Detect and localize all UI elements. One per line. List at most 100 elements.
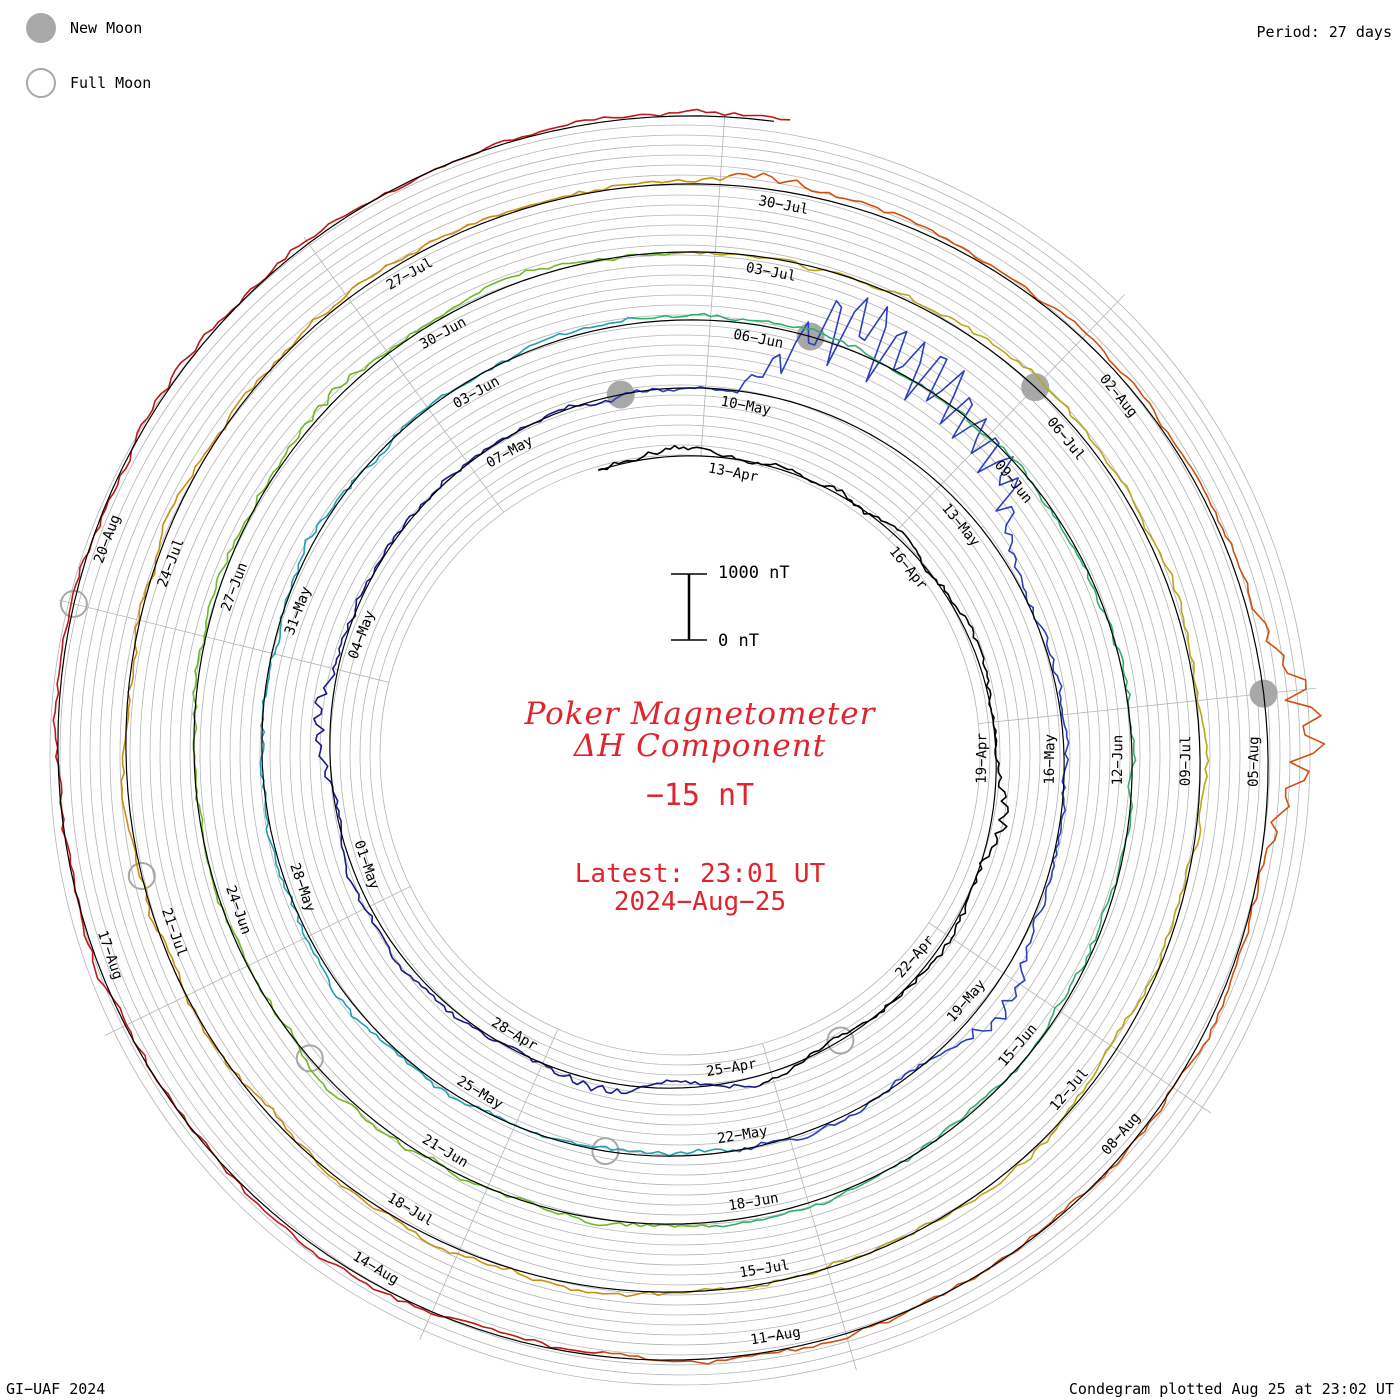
grid-ring bbox=[179, 254, 1181, 1256]
grid-circles bbox=[49, 124, 1311, 1386]
grid-ring bbox=[199, 274, 1161, 1236]
grid-ring bbox=[219, 294, 1141, 1216]
scale-bottom-label: 0 nT bbox=[718, 631, 759, 651]
grid-ring bbox=[379, 454, 981, 1056]
credit-label: GI−UAF 2024 bbox=[6, 1380, 106, 1398]
date-label: 06−Jun bbox=[732, 327, 785, 352]
trace-segment bbox=[120, 175, 730, 1298]
baseline-cycle bbox=[57, 143, 1269, 1361]
legend-full-moon: Full Moon bbox=[26, 67, 151, 99]
date-label: 05−Aug bbox=[1246, 736, 1263, 787]
period-label: Period: 27 days bbox=[1256, 23, 1392, 41]
date-label: 09−Jul bbox=[1178, 736, 1195, 787]
date-label: 16−May bbox=[1042, 734, 1059, 785]
baseline-cycle bbox=[504, 115, 775, 145]
grid-ring bbox=[139, 214, 1221, 1296]
grid-spokes bbox=[58, 116, 1317, 1371]
grid-ring bbox=[289, 364, 1071, 1146]
date-label: 03−Jun bbox=[450, 373, 502, 412]
grid-ring bbox=[79, 154, 1281, 1356]
full-moon-marker bbox=[127, 861, 156, 890]
date-label: 12−Jul bbox=[1047, 1065, 1092, 1114]
date-label: 25−Apr bbox=[705, 1056, 757, 1080]
grid-ring bbox=[189, 264, 1171, 1246]
grid-ring bbox=[119, 194, 1241, 1316]
grid-ring bbox=[339, 414, 1021, 1096]
latest-timestamp: Latest: 23:01 UT 2024−Aug−25 bbox=[400, 860, 1000, 916]
trace-segment bbox=[665, 251, 1210, 1295]
grid-spoke bbox=[58, 599, 390, 683]
baseline-cycle bbox=[125, 208, 1201, 1293]
trace-segment bbox=[603, 172, 1326, 1365]
trace-segment bbox=[313, 399, 760, 1095]
date-label: 18−Jun bbox=[727, 1190, 779, 1214]
grid-ring bbox=[249, 324, 1111, 1186]
date-label: 11−Aug bbox=[749, 1324, 801, 1348]
baselines bbox=[57, 115, 1269, 1361]
full-moon-marker bbox=[591, 1137, 620, 1166]
date-label: 30−Jun bbox=[417, 314, 469, 353]
plotted-label: Condegram plotted Aug 25 at 23:02 UT bbox=[1068, 1380, 1394, 1398]
grid-ring bbox=[259, 334, 1101, 1176]
grid-ring bbox=[129, 204, 1231, 1306]
date-label: 24−Jun bbox=[222, 884, 254, 937]
grid-spoke bbox=[700, 116, 726, 456]
date-label: 22−Apr bbox=[892, 932, 937, 981]
grid-spoke bbox=[303, 236, 504, 513]
new-moon-icon bbox=[26, 13, 56, 43]
date-label: 04−May bbox=[346, 608, 379, 661]
grid-ring bbox=[59, 134, 1301, 1376]
legend-full-moon-label: Full Moon bbox=[70, 74, 152, 92]
grid-ring bbox=[269, 344, 1091, 1166]
full-moon-marker bbox=[826, 1026, 855, 1055]
date-label: 15−Jun bbox=[996, 1021, 1041, 1070]
trace-segment bbox=[597, 444, 1009, 1087]
title-line-1: Poker Magnetometer bbox=[524, 696, 876, 732]
date-label: 20−Aug bbox=[91, 513, 124, 566]
full-moon-icon bbox=[26, 68, 56, 98]
grid-ring bbox=[229, 304, 1131, 1206]
grid-ring bbox=[309, 384, 1051, 1126]
grid-ring bbox=[349, 424, 1011, 1086]
date-label: 10−May bbox=[719, 394, 772, 419]
legend-new-moon: New Moon bbox=[26, 12, 142, 44]
chart-title: Poker Magnetometer ΔH Component bbox=[400, 698, 1000, 762]
grid-ring bbox=[299, 374, 1061, 1136]
grid-ring bbox=[169, 244, 1191, 1266]
grid-spoke bbox=[928, 922, 1211, 1114]
latest-date: 2024−Aug−25 bbox=[613, 887, 787, 917]
grid-spoke bbox=[419, 1028, 559, 1340]
trace-segment bbox=[192, 252, 710, 1228]
title-line-2: ΔH Component bbox=[573, 728, 827, 764]
date-label: 12−Jun bbox=[1110, 735, 1127, 786]
date-label: 03−Jul bbox=[745, 260, 798, 285]
date-label: 19−Apr bbox=[974, 733, 991, 784]
scale-top-label: 1000 nT bbox=[718, 563, 790, 583]
date-label: 01−May bbox=[350, 838, 382, 891]
scale-bar bbox=[671, 573, 707, 641]
date-label: 17−Aug bbox=[94, 929, 126, 982]
grid-ring bbox=[149, 224, 1211, 1286]
date-label: 14−Aug bbox=[350, 1249, 402, 1289]
grid-ring bbox=[89, 164, 1271, 1346]
date-label: 07−May bbox=[484, 433, 536, 472]
current-value: −15 nT bbox=[645, 778, 755, 813]
full-moon-marker bbox=[295, 1044, 324, 1073]
grid-ring bbox=[239, 314, 1121, 1196]
grid-spoke bbox=[888, 294, 1125, 540]
grid-ring bbox=[69, 144, 1291, 1366]
baseline-cycle bbox=[193, 273, 1133, 1225]
date-label: 30−Jul bbox=[757, 193, 810, 218]
grid-ring bbox=[279, 354, 1081, 1156]
legend-new-moon-label: New Moon bbox=[70, 19, 143, 37]
baseline-cycle bbox=[329, 404, 997, 1089]
grid-ring bbox=[369, 444, 991, 1066]
grid-ring bbox=[109, 184, 1251, 1326]
latest-time: Latest: 23:01 UT bbox=[574, 859, 826, 889]
grid-ring bbox=[359, 434, 1001, 1076]
date-label: 02−Aug bbox=[1096, 371, 1140, 420]
baseline-cycle bbox=[261, 339, 1065, 1157]
date-label: 31−May bbox=[282, 585, 315, 638]
grid-ring bbox=[99, 174, 1261, 1336]
